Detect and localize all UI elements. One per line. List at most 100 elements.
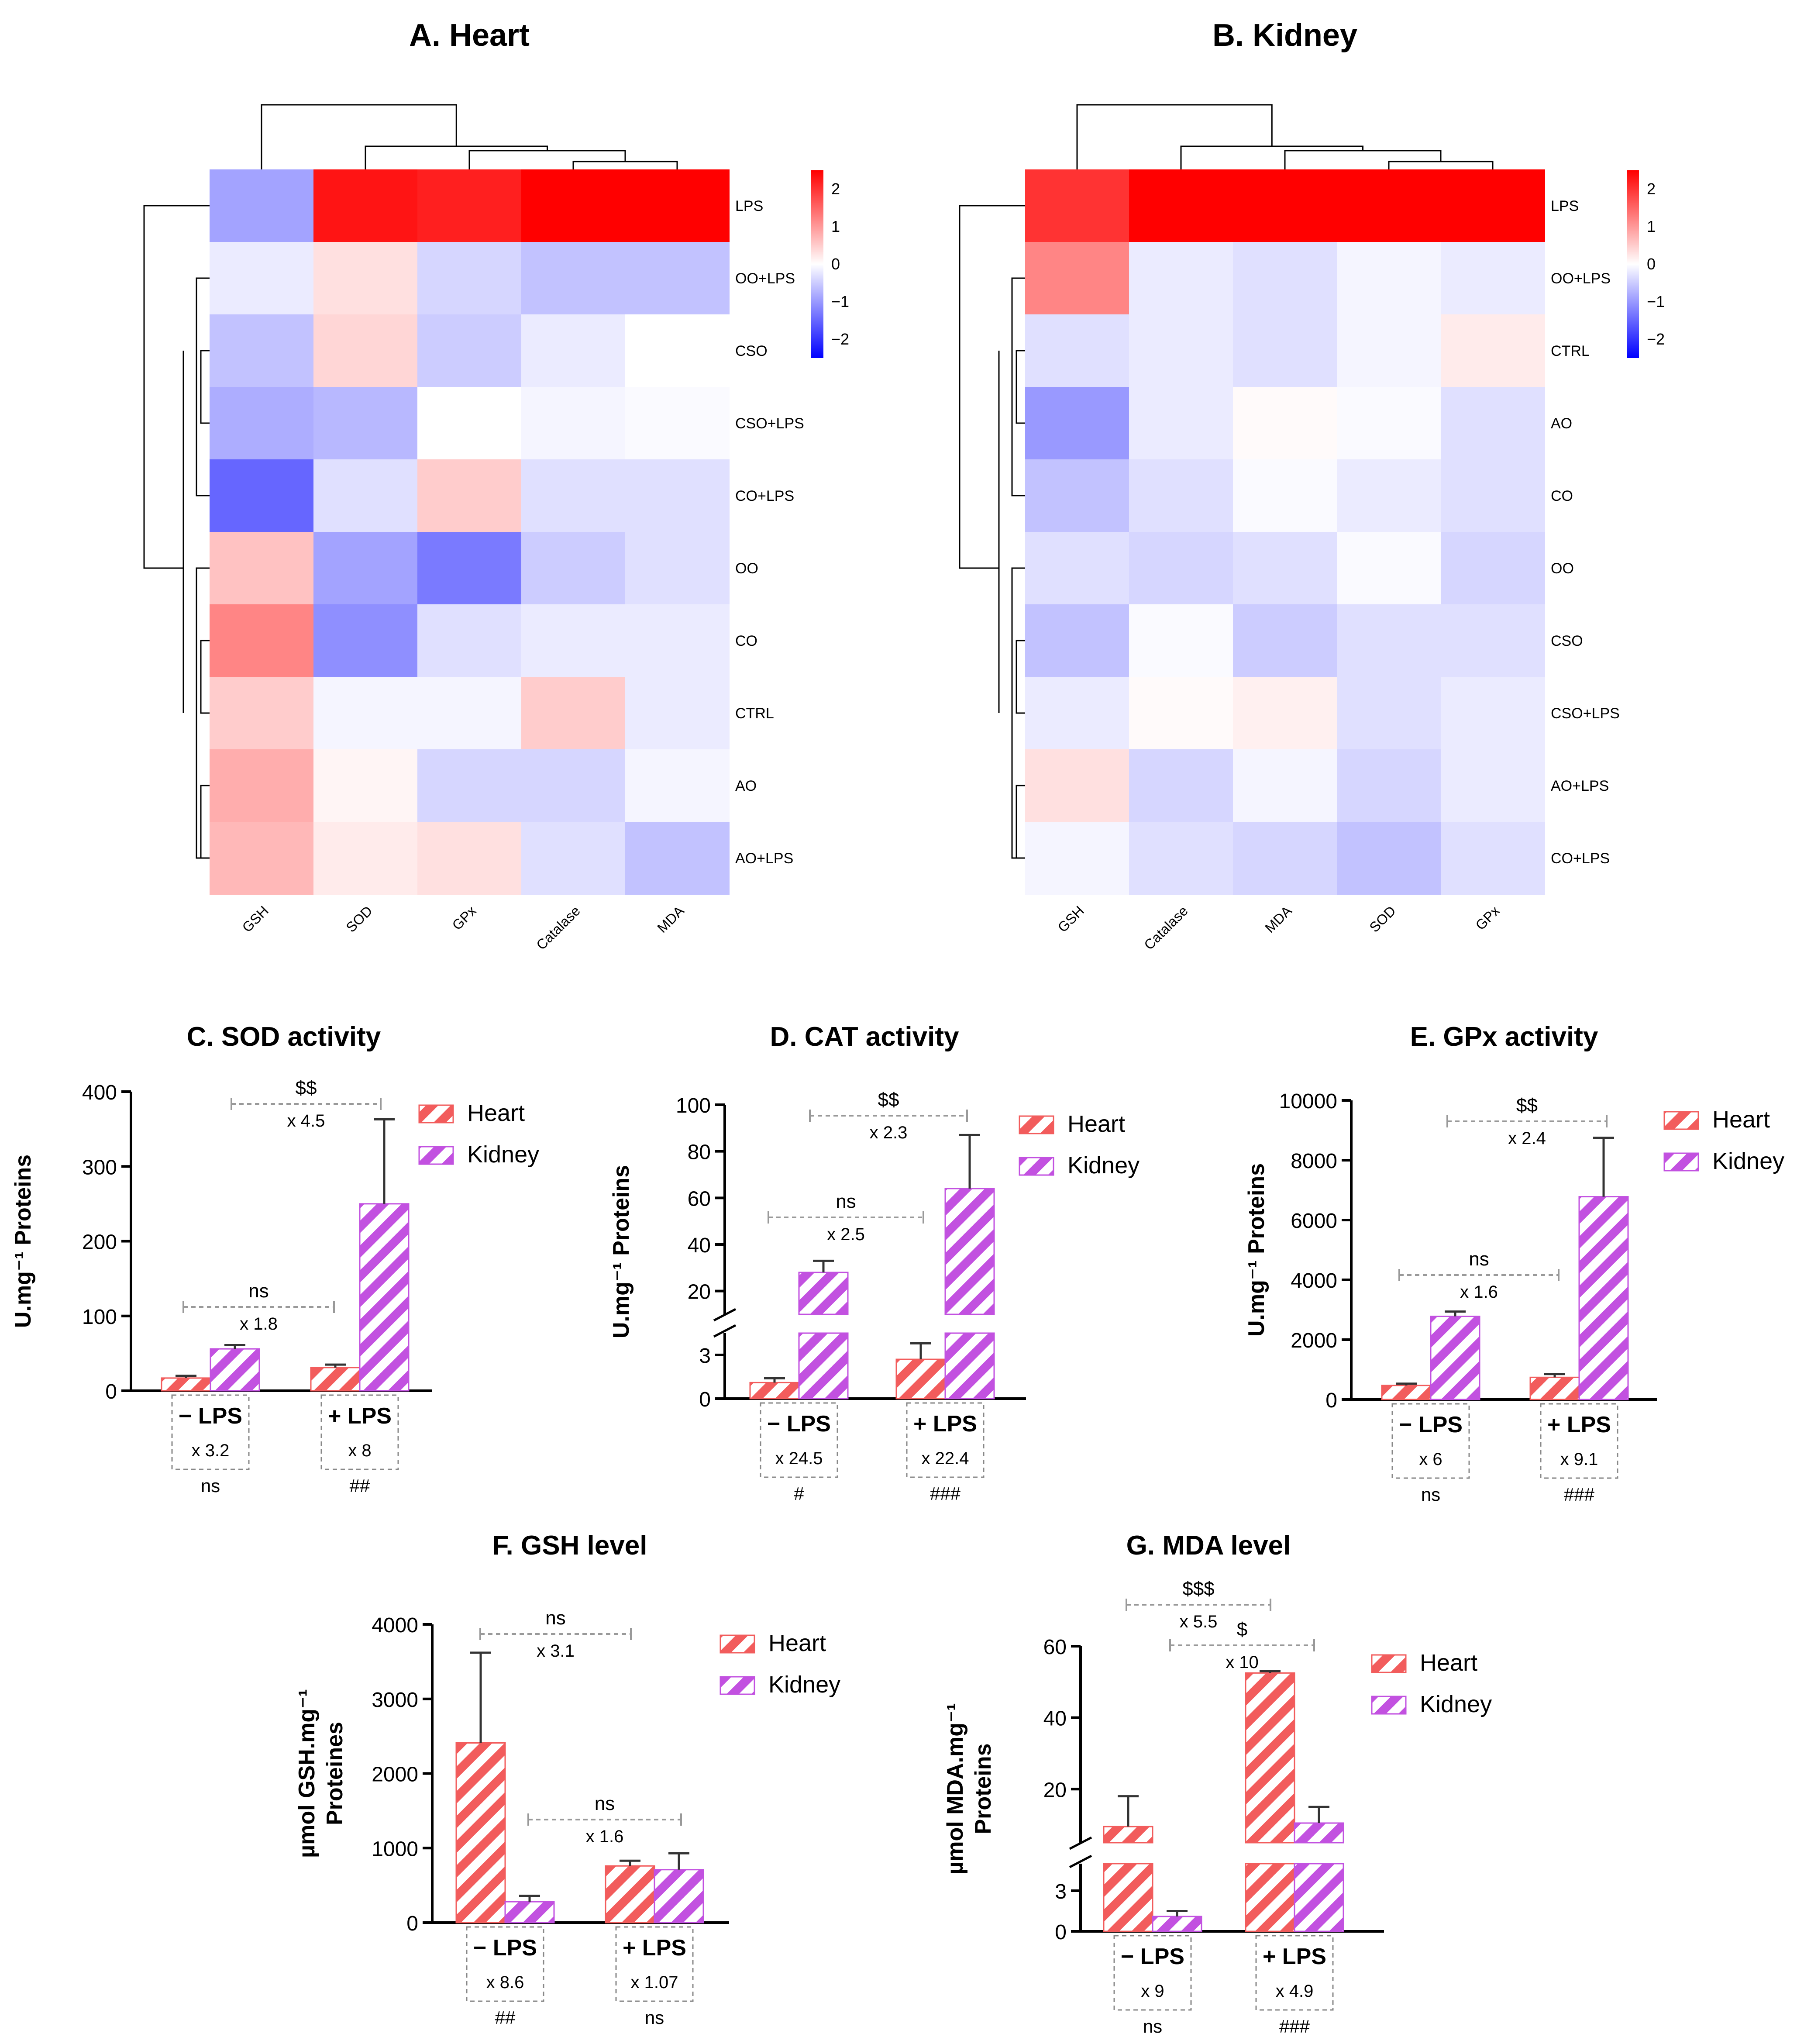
bar — [1245, 1672, 1295, 1844]
x-category-label: + LPS — [328, 1403, 392, 1429]
heatmap-row-label: AO — [1551, 415, 1572, 432]
heatmap-row-label: CO+LPS — [735, 488, 794, 504]
heatmap-cell — [313, 677, 418, 750]
heatmap-cell — [1441, 532, 1545, 605]
y-axis-label: U.mg⁻¹ Proteins — [609, 1165, 634, 1338]
ratio-box — [615, 1926, 694, 2002]
colorbar-tick-label: 0 — [831, 255, 840, 273]
heatmap-col-label: SOD — [343, 903, 375, 935]
y-axis-label: µmol MDA.mg⁻¹ — [943, 1703, 968, 1875]
legend-swatch — [1371, 1696, 1407, 1715]
comparison-significance: $$ — [296, 1077, 317, 1099]
heatmap-cell — [1025, 677, 1129, 750]
y-tick-label: 100 — [82, 1306, 117, 1329]
heatmap-row-label: AO+LPS — [735, 850, 793, 867]
heatmap-cell — [313, 169, 418, 242]
between-organ-ratio: x 24.5 — [775, 1449, 823, 1468]
heatmap-cell — [1441, 169, 1545, 242]
between-organ-ratio: x 3.2 — [192, 1441, 230, 1460]
legend-swatch — [720, 1634, 755, 1654]
comparison-significance: $$ — [1516, 1095, 1538, 1116]
ratio-box — [760, 1402, 838, 1478]
heatmap-row-label: OO+LPS — [735, 270, 795, 287]
y-tick-label: 60 — [688, 1187, 711, 1210]
heatmap-cell — [1025, 169, 1129, 242]
y-tick-label: 60 — [1043, 1636, 1067, 1659]
ratio-box — [906, 1402, 985, 1478]
heatmap-cell — [625, 749, 730, 822]
bar — [1103, 1826, 1153, 1844]
heatmap-row-label: CSO — [735, 343, 768, 359]
heatmap-cell — [1025, 459, 1129, 532]
x-category-label: − LPS — [473, 1935, 537, 1961]
heatmap-row-label: CTRL — [735, 705, 774, 722]
heatmap-kidney: B. Kidney LPS OO+LPS CTRL AO CO OO CSO CSO+LPS AO… — [959, 18, 1665, 953]
between-organ-significance: ns — [201, 1475, 220, 1496]
legend-swatch — [1663, 1111, 1699, 1130]
x-category-label: + LPS — [1263, 1944, 1326, 1969]
heatmap-col-label: GPx — [449, 903, 479, 933]
comparison-ratio: x 5.5 — [1180, 1612, 1218, 1631]
heatmap-cell — [625, 314, 730, 387]
dendrogram-branch — [200, 350, 210, 424]
heatmap-col-label: Catalase — [1141, 903, 1191, 953]
y-tick-label: 2000 — [372, 1763, 418, 1786]
between-organ-significance: ns — [1143, 2016, 1162, 2037]
y-axis-label: Proteins — [971, 1743, 996, 1834]
heatmap-row-label: AO — [735, 778, 757, 794]
y-tick-label: 3000 — [372, 1689, 418, 1712]
heatmap-row-label: OO+LPS — [1551, 270, 1611, 287]
between-organ-significance: ## — [495, 2007, 516, 2028]
x-category-label: − LPS — [179, 1403, 242, 1429]
x-category-label: + LPS — [1547, 1412, 1611, 1437]
bar — [1578, 1196, 1629, 1400]
heatmap-cell — [521, 822, 626, 895]
heatmap-row-label: OO — [735, 560, 758, 577]
heatmap-cell — [210, 749, 314, 822]
heatmap-cell — [1025, 387, 1129, 460]
ratio-box — [1255, 1935, 1334, 2011]
heatmap-cell — [625, 604, 730, 677]
bar — [1381, 1385, 1432, 1400]
heatmap-cell — [210, 677, 314, 750]
heatmap-cell — [210, 604, 314, 677]
dendrogram-branch — [200, 785, 210, 859]
heatmap-cell — [417, 459, 522, 532]
heatmap-cell — [313, 604, 418, 677]
between-organ-ratio: x 8 — [348, 1441, 371, 1460]
heatmap-cell — [313, 822, 418, 895]
heatmap-cell — [1129, 459, 1233, 532]
legend-label: Kidney — [1712, 1148, 1784, 1174]
bar — [654, 1869, 704, 1923]
y-tick-label: 300 — [82, 1156, 117, 1179]
bar — [455, 1742, 506, 1923]
between-organ-significance: ### — [1279, 2016, 1310, 2037]
dendrogram-branch — [1016, 640, 1025, 714]
comparison-ratio: x 2.5 — [827, 1225, 865, 1244]
heatmap-title: A. Heart — [409, 18, 530, 53]
chart-mda: G. MDA level 0 3 20 40 60 µmol MDA.mg⁻¹ Protein… — [943, 1530, 1492, 2037]
y-tick-label: 3 — [1055, 1880, 1067, 1903]
heatmap-cell — [1129, 242, 1233, 315]
heatmap-cell — [1025, 532, 1129, 605]
dendrogram-branch — [1180, 145, 1363, 169]
dendrogram-branch — [959, 205, 1025, 569]
between-organ-ratio: x 9.1 — [1560, 1450, 1598, 1469]
heatmap-cell — [1233, 532, 1337, 605]
y-axis-label: Proteines — [322, 1722, 348, 1825]
comparison-ratio: x 1.8 — [240, 1314, 278, 1334]
heatmap-cell — [1337, 604, 1441, 677]
dendrogram-branch — [1284, 150, 1442, 169]
heatmap-row-label: CO+LPS — [1551, 850, 1610, 867]
heatmap-row-label: CSO+LPS — [1551, 705, 1620, 722]
y-axis-label: U.mg⁻¹ Proteins — [1244, 1163, 1269, 1337]
heatmap-cell — [417, 169, 522, 242]
heatmap-cell — [1441, 677, 1545, 750]
heatmap-cell — [1441, 822, 1545, 895]
heatmap-cell — [210, 459, 314, 532]
bar — [895, 1358, 946, 1399]
heatmap-cell — [1337, 459, 1441, 532]
comparison-ratio: x 10 — [1226, 1653, 1259, 1672]
heatmap-cell — [417, 677, 522, 750]
